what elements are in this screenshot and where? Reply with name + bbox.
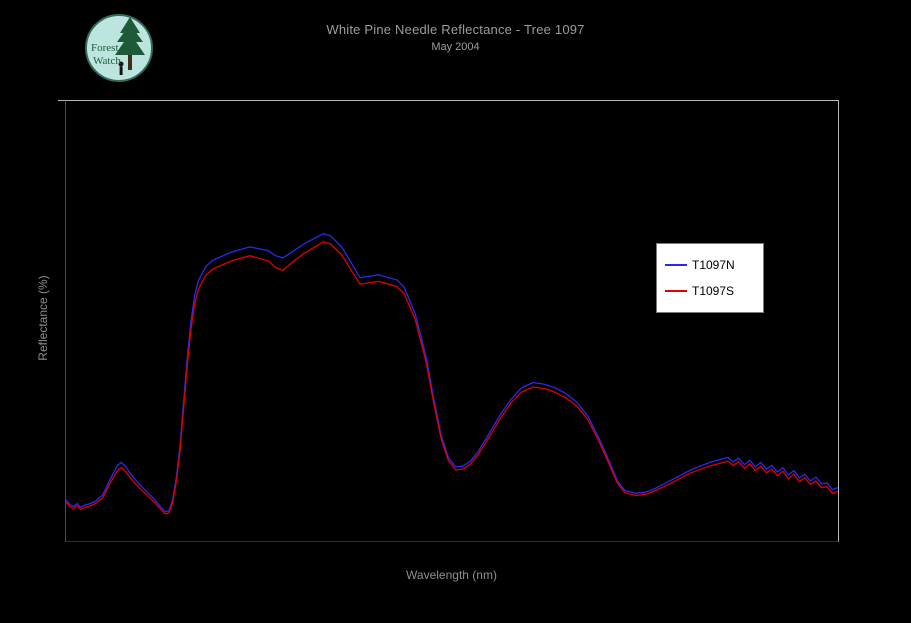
legend: T1097N T1097S <box>656 243 764 313</box>
y-axis-label: Reflectance (%) <box>36 275 50 361</box>
person-icon <box>118 61 124 67</box>
plot-svg <box>65 233 839 515</box>
forest-watch-logo: Forest Watch <box>84 11 154 85</box>
legend-item: T1097N <box>665 258 763 272</box>
chart-title: White Pine Needle Reflectance - Tree 109… <box>326 22 585 37</box>
y-axis-tick <box>58 100 65 101</box>
title-block: White Pine Needle Reflectance - Tree 109… <box>0 22 911 53</box>
plot-area <box>65 100 839 542</box>
legend-line-sample <box>665 264 687 266</box>
tree-trunk <box>128 55 132 70</box>
legend-item: T1097S <box>665 284 763 298</box>
chart-subtitle: May 2004 <box>431 41 480 53</box>
legend-line-sample <box>665 290 687 292</box>
forest-watch-logo-graphic: Forest Watch <box>85 14 153 82</box>
x-axis-label: Wavelength (nm) <box>406 568 497 582</box>
logo-text-forest: Forest <box>91 42 119 54</box>
legend-label-t1097n: T1097N <box>692 258 735 272</box>
logo-text-watch: Watch <box>93 55 121 67</box>
legend-label-t1097s: T1097S <box>692 284 735 298</box>
series-line-T1097S <box>65 241 839 515</box>
series-line-T1097N <box>65 233 839 513</box>
